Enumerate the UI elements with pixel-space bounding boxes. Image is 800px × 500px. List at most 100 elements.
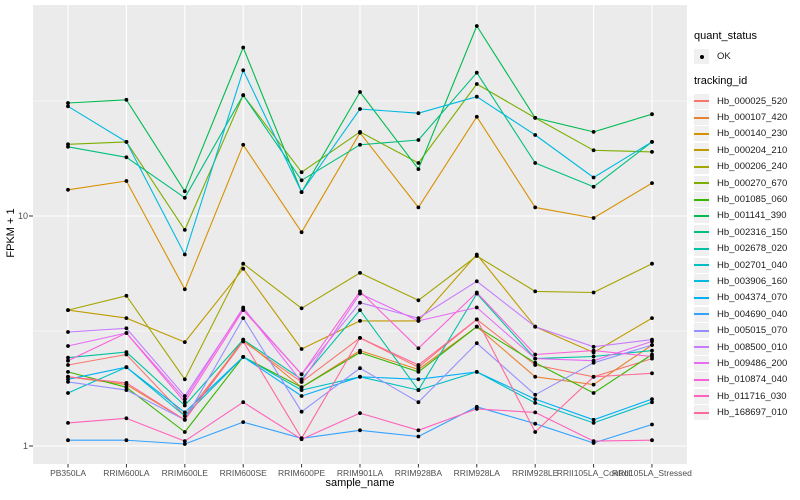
- data-point: [124, 385, 129, 390]
- legend-item-label: Hb_011716_030: [717, 390, 787, 402]
- data-point: [299, 380, 304, 384]
- data-point: [66, 187, 70, 192]
- legend-key: [694, 323, 709, 339]
- data-point: [533, 401, 538, 405]
- data-point: [66, 330, 70, 334]
- data-point: [124, 331, 129, 335]
- data-point: [416, 319, 421, 323]
- data-point: [124, 97, 129, 102]
- data-point: [241, 45, 246, 50]
- data-point: [591, 374, 596, 379]
- legend-key-line-icon: [694, 149, 709, 152]
- data-point: [66, 438, 70, 443]
- data-point: [358, 130, 362, 134]
- data-point: [66, 421, 70, 425]
- data-point: [650, 371, 654, 376]
- legend-item-Hb_168697_010: Hb_168697_010: [694, 404, 787, 421]
- point-marker-icon: [699, 54, 704, 59]
- legend-key: [694, 290, 709, 306]
- data-point: [299, 409, 304, 414]
- data-point: [124, 365, 129, 370]
- legend-item-label: Hb_000140_230: [717, 128, 788, 140]
- data-point: [182, 439, 187, 443]
- data-point: [591, 290, 596, 295]
- legend-item-Hb_000270_670: Hb_000270_670: [694, 175, 787, 191]
- data-point: [124, 381, 129, 385]
- legend-key: [694, 372, 709, 388]
- data-point: [591, 148, 596, 153]
- x-tick-label: RRIM600PE: [277, 468, 326, 478]
- legend-key: [694, 93, 709, 109]
- x-tick-label: PB350LA: [50, 468, 86, 478]
- data-point: [416, 434, 421, 439]
- data-point: [474, 82, 479, 86]
- data-point: [650, 422, 654, 427]
- legend-key: [694, 142, 709, 158]
- data-point: [533, 392, 538, 397]
- data-point: [182, 417, 187, 422]
- legend-key: [694, 355, 709, 371]
- data-point: [299, 388, 304, 392]
- legend-key: [694, 49, 709, 64]
- legend-item-label: Hb_008500_010: [717, 341, 788, 353]
- legend-item-label: Hb_002316_150: [717, 226, 788, 238]
- data-point: [66, 344, 70, 348]
- legend-title-tracking-id: tracking_id: [694, 75, 748, 87]
- legend-key-line-icon: [694, 165, 709, 168]
- data-point: [591, 391, 596, 395]
- data-point: [650, 150, 654, 154]
- data-point: [416, 298, 421, 303]
- legend-item-Hb_004690_040: Hb_004690_040: [694, 306, 787, 322]
- data-point: [591, 184, 596, 189]
- data-point: [533, 397, 538, 401]
- data-point: [299, 385, 304, 390]
- legend-item-Hb_008500_010: Hb_008500_010: [694, 339, 787, 355]
- data-point: [533, 116, 538, 120]
- data-point: [474, 94, 479, 99]
- legend-key-line-icon: [694, 346, 709, 349]
- data-point: [358, 142, 362, 147]
- data-point: [416, 205, 421, 210]
- data-point: [474, 24, 479, 28]
- data-point: [241, 68, 246, 73]
- data-point: [650, 400, 654, 405]
- data-point: [650, 348, 654, 353]
- data-point: [299, 347, 304, 351]
- data-point: [358, 319, 362, 323]
- legend-key-line-icon: [694, 378, 709, 381]
- legend-key: [694, 388, 709, 404]
- x-tick-label: RRIM928LA: [453, 468, 500, 478]
- legend-key: [694, 192, 709, 208]
- data-point: [241, 420, 246, 424]
- legend-item-Hb_002316_150: Hb_002316_150: [694, 224, 787, 240]
- legend-key: [694, 339, 709, 355]
- data-point: [182, 442, 187, 446]
- legend-key-line-icon: [694, 329, 709, 332]
- data-point: [241, 339, 246, 344]
- legend-key-line-icon: [694, 198, 709, 201]
- data-point: [533, 324, 538, 329]
- legend-key: [694, 126, 709, 142]
- data-point: [650, 438, 654, 443]
- data-point: [533, 430, 538, 434]
- data-point: [591, 175, 596, 180]
- legend-item-label: Hb_000107_420: [717, 112, 788, 124]
- legend-item-Hb_003906_160: Hb_003906_160: [694, 273, 787, 289]
- data-point: [591, 382, 596, 387]
- data-point: [533, 410, 538, 415]
- data-point: [474, 279, 479, 284]
- data-point: [416, 388, 421, 392]
- data-point: [474, 341, 479, 346]
- data-point: [182, 195, 187, 200]
- data-point: [241, 316, 246, 320]
- x-tick-label: RRIM600LE: [161, 468, 208, 478]
- data-point: [474, 407, 479, 411]
- data-point: [474, 324, 479, 329]
- data-point: [182, 400, 187, 405]
- data-point: [299, 178, 304, 183]
- legend-item-Hb_000107_420: Hb_000107_420: [694, 109, 788, 126]
- legend-key: [694, 405, 709, 421]
- data-point: [124, 416, 129, 421]
- legend-item-label: Hb_004374_070: [717, 292, 788, 304]
